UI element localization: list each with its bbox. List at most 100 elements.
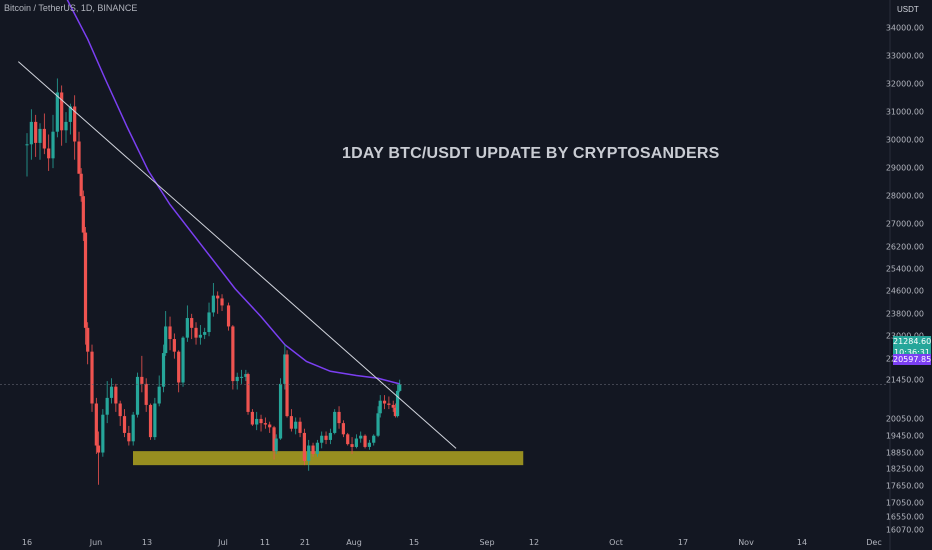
time-tick-label: Nov (738, 538, 754, 547)
candle-body (302, 432, 306, 461)
candle-body (250, 411, 254, 425)
candle-body (105, 397, 109, 415)
candle-body (272, 427, 276, 452)
candle-body (367, 442, 371, 447)
candle-body (34, 121, 38, 143)
candle-body (86, 327, 90, 352)
candle-body (346, 434, 350, 445)
candle-body (391, 404, 395, 408)
candle-body (68, 106, 72, 122)
support-zone (133, 451, 524, 466)
candle-body (244, 374, 248, 377)
price-tick-label: 18850.00 (885, 448, 924, 458)
candle-body (363, 435, 367, 447)
price-tick-label: 17650.00 (885, 481, 924, 491)
candle-body (259, 418, 263, 424)
price-tick-label: 30000.00 (885, 135, 924, 145)
price-tick-label: 28000.00 (885, 191, 924, 201)
last-price-badge: 21284.60 (893, 336, 932, 347)
candle-body (220, 298, 224, 306)
candle-body (96, 445, 101, 453)
candle-body (337, 411, 341, 424)
candle-body (294, 421, 298, 429)
candle-body (51, 131, 55, 159)
candle-body (127, 432, 131, 442)
candle-body (341, 423, 345, 435)
price-tick-label: 24600.00 (885, 286, 924, 296)
candle-body (135, 376, 140, 415)
candle-body (354, 438, 358, 447)
candle-body (185, 318, 189, 338)
candle-body (246, 374, 250, 412)
price-tick-label: 21450.00 (885, 375, 924, 385)
chart-headline: 1DAY BTC/USDT UPDATE BY CRYPTOSANDERS (342, 145, 720, 162)
candle-body (118, 403, 122, 417)
candle-body (268, 424, 272, 428)
candle-body (387, 403, 391, 405)
candle-body (47, 148, 51, 159)
candle-body (64, 121, 68, 131)
candle-body (90, 351, 94, 404)
candle-body (164, 326, 168, 354)
time-tick-label: 17 (677, 538, 689, 547)
candle-body (101, 414, 105, 453)
candle-body (161, 353, 166, 387)
time-tick-label: 13 (141, 538, 153, 547)
time-tick-label: Oct (609, 538, 623, 547)
candle-body (79, 173, 83, 197)
candle-body (190, 318, 194, 328)
price-tick-label: 29000.00 (885, 163, 924, 173)
candle-body (283, 354, 287, 384)
candle-body (140, 376, 144, 384)
time-tick-label: 16 (21, 538, 33, 547)
candle-body (211, 295, 215, 313)
time-tick-label: 15 (408, 538, 420, 547)
price-tick-label: 23800.00 (885, 309, 924, 319)
candle-body (207, 312, 211, 333)
candle-body (168, 326, 172, 340)
candle-body (298, 421, 302, 433)
candle-body (255, 418, 259, 425)
price-tick-label: 18250.00 (885, 464, 924, 474)
time-tick-label: 11 (259, 538, 271, 547)
time-tick-label: 12 (528, 538, 540, 547)
candle-body (148, 404, 153, 438)
candle-body (157, 386, 161, 404)
currency-label[interactable]: USDT (897, 5, 919, 14)
time-tick-label: Aug (346, 538, 362, 547)
candle-body (278, 383, 283, 439)
candle-body (77, 141, 81, 174)
candle-body (263, 423, 267, 425)
time-tick-label: 14 (796, 538, 808, 547)
price-tick-label: 16070.00 (885, 525, 924, 535)
candle-body (29, 121, 33, 145)
candle-body (55, 92, 59, 132)
candle-body (235, 376, 239, 382)
candle-body (122, 416, 127, 433)
candle-body (231, 326, 235, 382)
candle-body (198, 334, 202, 338)
candle-body (153, 403, 157, 438)
candle-body (378, 400, 382, 414)
candle-body (274, 438, 278, 452)
candle-body (359, 435, 363, 439)
candle-body (194, 327, 198, 338)
candle-body (81, 196, 85, 233)
candle-body (177, 351, 181, 383)
candle-body (315, 442, 319, 454)
candle-body (83, 232, 88, 328)
price-tick-label: 26200.00 (885, 242, 924, 252)
candle-body (398, 384, 402, 391)
candle-body (144, 383, 148, 405)
price-tick-label: 16550.00 (885, 512, 924, 522)
price-tick-label: 31000.00 (885, 107, 924, 117)
candle-body (289, 416, 293, 429)
price-tick-label: 17050.00 (885, 498, 924, 508)
candle-body (73, 106, 77, 142)
candle-body (131, 414, 135, 442)
candle-body (311, 445, 315, 454)
price-tick-label: 20050.00 (885, 414, 924, 424)
time-tick-label: Sep (479, 538, 495, 547)
